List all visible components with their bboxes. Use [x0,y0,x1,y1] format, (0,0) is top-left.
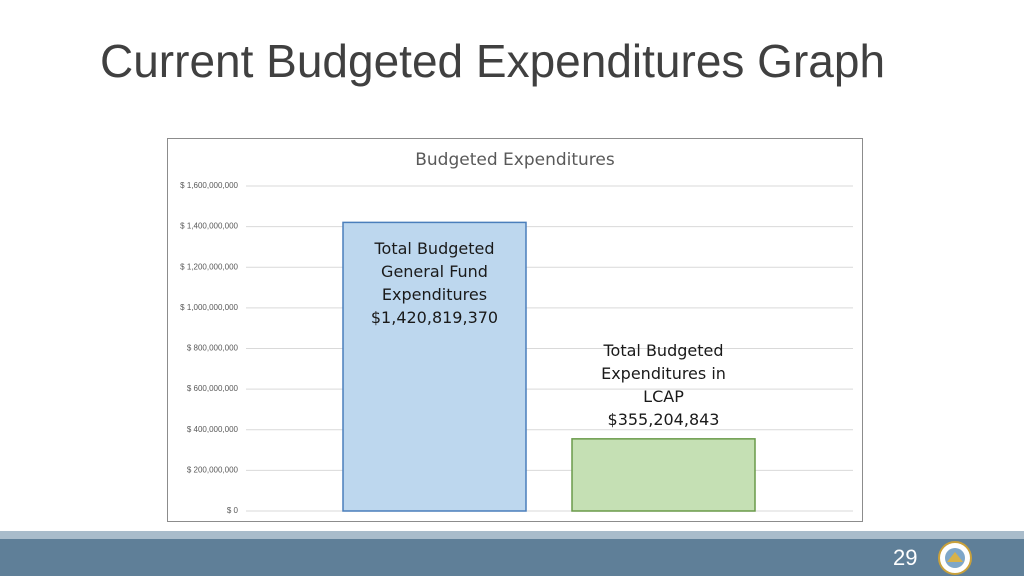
category-label: Total Budgeted General Fund Expenditures [374,239,495,305]
value-label: $355,204,843 [607,409,720,429]
logo [938,541,972,575]
chart-title: Budgeted Expenditures [415,150,615,170]
footer-band [0,539,1024,576]
y-tick-label: $ 1,000,000,000 [180,303,238,312]
y-tick-label: $ 400,000,000 [187,425,239,434]
chart: Budgeted Expenditures $ 0 $ 200,000,000 $ … [167,138,863,522]
y-tick-label: $ 1,600,000,000 [180,181,238,190]
bar [342,221,527,512]
y-tick-label: $ 200,000,000 [187,465,239,474]
y-tick-label: $ 0 [227,506,239,515]
data-label: Total Budgeted General Fund Expenditures… [350,237,520,329]
y-tick-label: $ 1,400,000,000 [180,222,238,231]
slide-title: Current Budgeted Expenditures Graph [100,35,886,87]
y-tick-label: $ 800,000,000 [187,344,239,353]
footer-strip [0,531,1024,539]
y-tick-label: $ 600,000,000 [187,384,239,393]
y-tick-label: $ 1,200,000,000 [180,262,238,271]
category-label: Total Budgeted Expenditures in LCAP [601,340,726,406]
data-label: Total Budgeted Expenditures in LCAP $355,… [579,339,749,431]
chart-canvas: Budgeted Expenditures $ 0 $ 200,000,000 $ … [180,150,853,515]
value-label: $1,420,819,370 [370,308,499,328]
bar [571,438,756,512]
page-number: 29 [893,545,918,570]
